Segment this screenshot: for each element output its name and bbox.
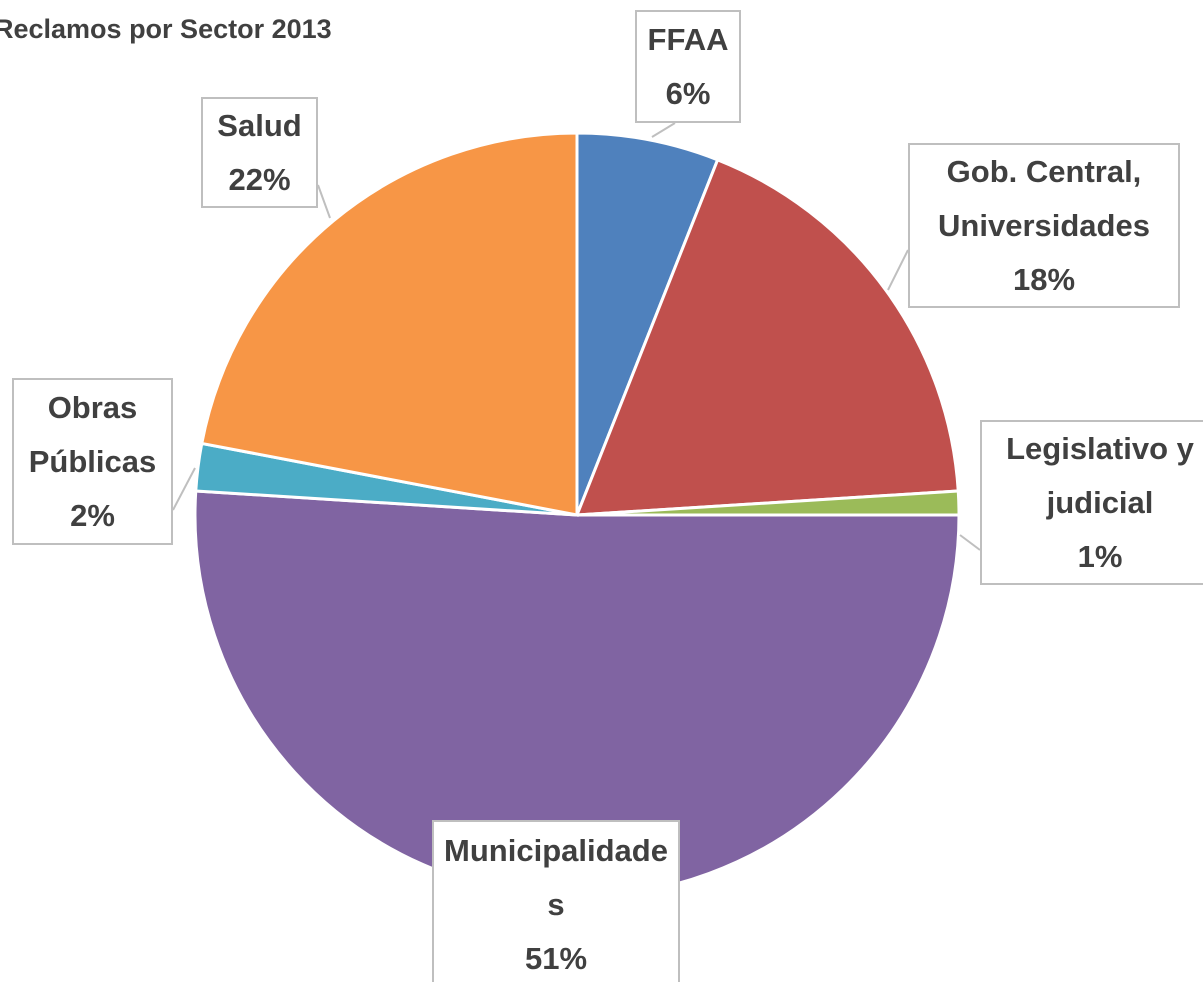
data-label: Gob. Central, Universidades 18% [908, 143, 1180, 308]
slices [193, 131, 961, 899]
category-name: Salud [217, 107, 302, 143]
value-label: 18% [1012, 261, 1076, 297]
data-label: FFAA 6% [635, 10, 741, 123]
pie-slice [574, 157, 960, 517]
leader-line [959, 534, 981, 551]
leader-line [887, 249, 909, 291]
leader-lines [172, 122, 981, 551]
pie-slice [575, 131, 720, 516]
value-label: 6% [665, 75, 711, 111]
pie-slice [200, 131, 579, 517]
value-label: 51% [524, 941, 588, 976]
category-name: Obras Públicas [28, 389, 157, 479]
data-label: Legislativo y judicial 1% [980, 420, 1203, 585]
data-label: Municipalidades 51% [432, 820, 680, 982]
data-label: Obras Públicas 2% [12, 378, 173, 545]
value-label: 22% [228, 161, 291, 197]
data-label: Salud 22% [201, 97, 318, 208]
category-name: Gob. Central, Universidades [938, 153, 1150, 243]
category-name: Legislativo y judicial [1006, 430, 1194, 520]
leader-line [317, 184, 331, 219]
leader-line [172, 467, 196, 511]
category-name: Municipalidades [444, 833, 668, 922]
value-label: 1% [1077, 538, 1123, 574]
category-name: FFAA [647, 21, 729, 57]
leader-line [651, 122, 676, 138]
value-label: 2% [70, 497, 115, 533]
chart-title: Reclamos por Sector 2013 [0, 14, 332, 44]
